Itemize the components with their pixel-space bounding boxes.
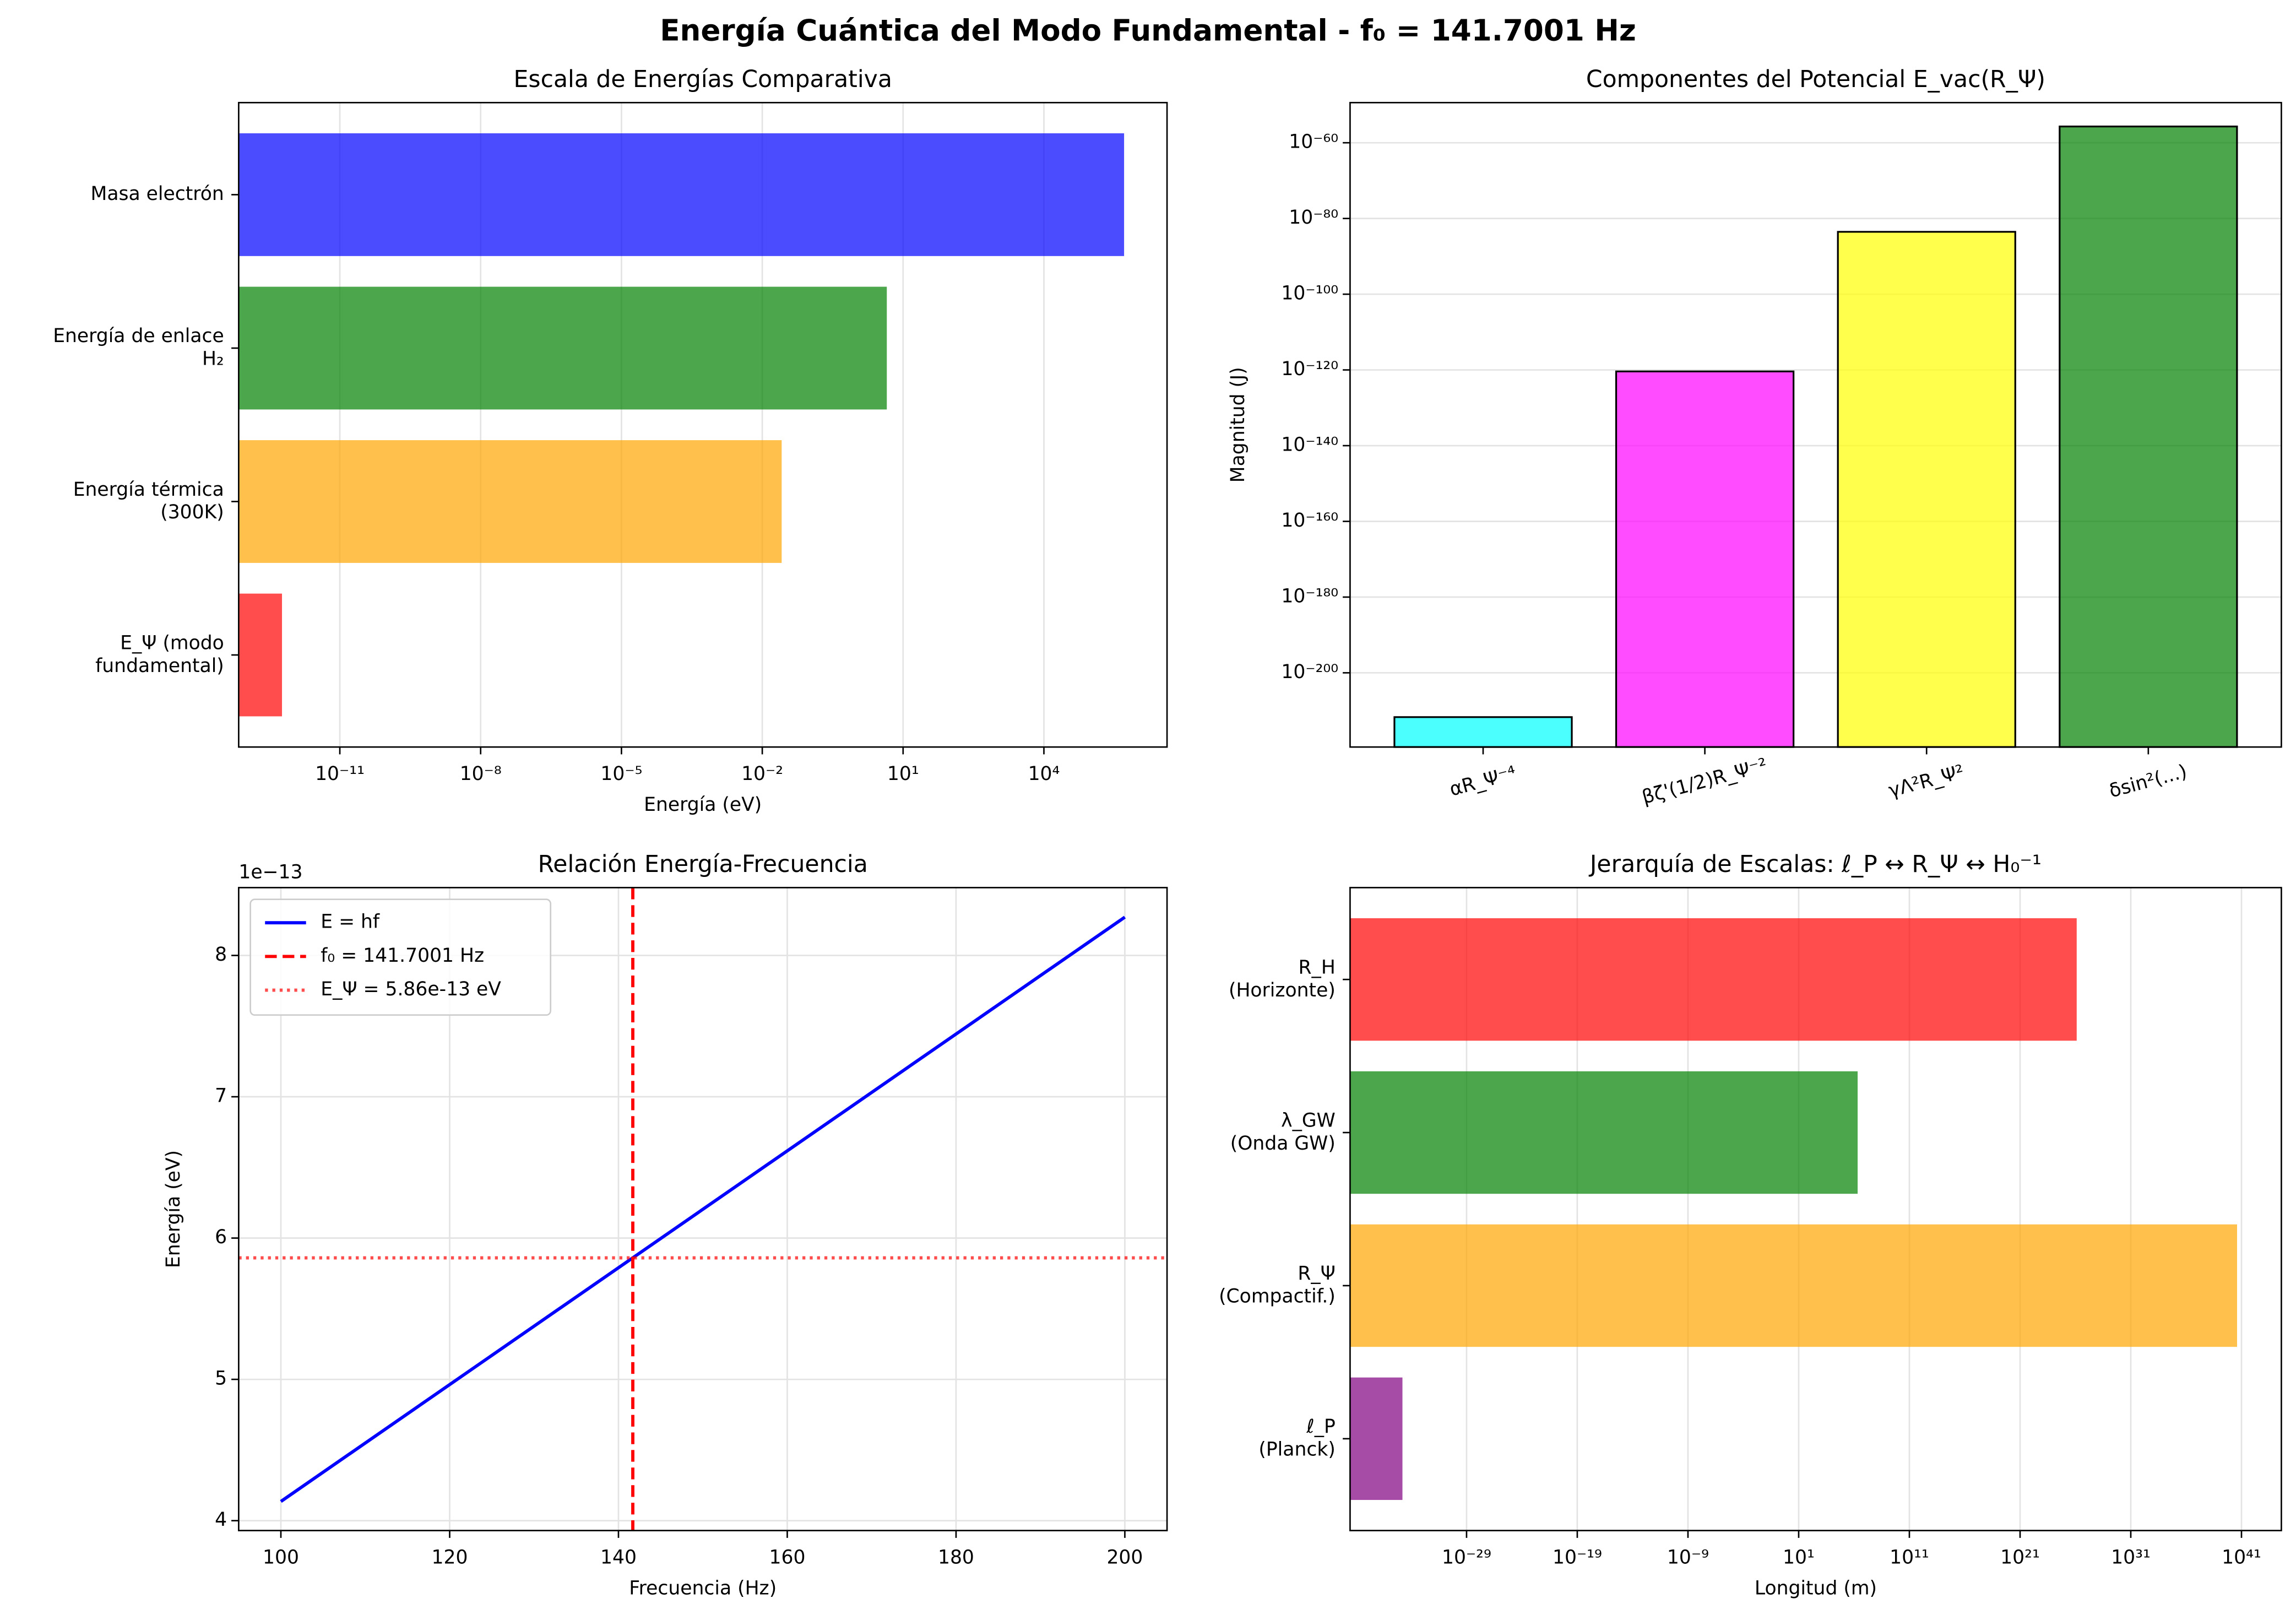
y-tick-label: 10⁻⁶⁰	[1289, 131, 1338, 153]
y-tick-label: 5	[215, 1368, 227, 1390]
y-tick-label: 6	[215, 1226, 227, 1248]
y-tick-label: 10⁻¹⁴⁰	[1281, 434, 1338, 456]
x-tick-label: 180	[938, 1547, 974, 1569]
y-tick-label: ℓ_P (Planck)	[1258, 1416, 1335, 1460]
y-tick-label: 8	[215, 944, 227, 966]
legend-label: E_Ψ = 5.86e-13 eV	[321, 978, 501, 1000]
x-axis-label: Frecuencia (Hz)	[629, 1577, 777, 1599]
axes-frame	[238, 887, 1168, 1531]
bar	[1393, 716, 1573, 748]
x-axis-label: Energía (eV)	[644, 794, 762, 816]
bar	[1350, 918, 2077, 1041]
x-tick-label: 10⁻⁸	[460, 763, 502, 785]
chart-title: Relación Energía-Frecuencia	[538, 851, 868, 878]
y-tick-label: 10⁻²⁰⁰	[1281, 661, 1338, 683]
y-tick-label: 10⁻⁸⁰	[1289, 207, 1338, 229]
x-tick-label: 10¹	[1783, 1547, 1815, 1569]
chart-title: Escala de Energías Comparativa	[514, 66, 892, 93]
chart-title: Jerarquía de Escalas: ℓ_P ↔ R_Ψ ↔ H₀⁻¹	[1588, 851, 2042, 878]
x-tick-label: 140	[600, 1547, 637, 1569]
x-tick-label: 10⁻²	[741, 763, 783, 785]
axes-frame	[1349, 101, 2282, 748]
axes-frame	[1349, 887, 2282, 1531]
x-tick-label: 100	[263, 1547, 299, 1569]
bar	[238, 440, 782, 563]
line-series	[280, 915, 1126, 1503]
bar	[1837, 231, 2016, 748]
x-tick-label: 10⁻⁹	[1667, 1547, 1709, 1569]
chart-title: Componentes del Potencial E_vac(R_Ψ)	[1586, 66, 2045, 93]
x-tick-label: 200	[1106, 1547, 1143, 1569]
axes-frame	[238, 101, 1168, 748]
y-tick-label: R_H (Horizonte)	[1229, 956, 1336, 1001]
y-tick-label: λ_GW (Onda GW)	[1230, 1109, 1336, 1154]
x-tick-label: 10¹	[887, 763, 919, 785]
x-tick-label: 10²¹	[2000, 1547, 2040, 1569]
bar	[1615, 370, 1795, 748]
y-axis-label: Magnitud (J)	[1227, 367, 1249, 483]
bar	[1350, 1071, 1858, 1194]
bar	[238, 593, 283, 717]
bar	[238, 286, 887, 410]
y-tick-label: Energía de enlace H₂	[53, 325, 224, 370]
bar	[1350, 1224, 2238, 1347]
legend-label: E = hf	[321, 911, 380, 933]
y-axis-label: Energía (eV)	[162, 1150, 184, 1268]
bar	[238, 133, 1125, 256]
legend-box	[249, 898, 552, 1016]
x-tick-label: 10³¹	[2111, 1547, 2151, 1569]
y-tick-label: 10⁻¹⁰⁰	[1281, 283, 1338, 305]
bar	[1350, 1377, 1403, 1500]
x-tick-label: 10⁻⁵	[600, 763, 642, 785]
y-tick-label: 7	[215, 1085, 227, 1107]
x-axis-label: Longitud (m)	[1755, 1577, 1877, 1599]
bar	[2059, 126, 2238, 748]
y-tick-label: E_Ψ (modo fundamental)	[95, 632, 224, 676]
x-tick-label: 10⁴	[1028, 763, 1060, 785]
y-tick-label: 4	[215, 1509, 227, 1531]
y-tick-label: R_Ψ (Compactif.)	[1219, 1263, 1336, 1307]
x-tick-label: 120	[432, 1547, 468, 1569]
x-tick-label: 10⁴¹	[2222, 1547, 2261, 1569]
x-tick-label: 10⁻¹⁹	[1553, 1547, 1602, 1569]
y-tick-label: 10⁻¹²⁰	[1281, 358, 1338, 380]
legend-label: f₀ = 141.7001 Hz	[321, 945, 484, 967]
x-tick-label: 10¹¹	[1890, 1547, 1929, 1569]
y-tick-label: 10⁻¹⁸⁰	[1281, 585, 1338, 607]
y-tick-label: Masa electrón	[91, 183, 224, 205]
y-tick-label: Energía térmica (300K)	[73, 478, 224, 523]
figure-title: Energía Cuántica del Modo Fundamental - …	[660, 13, 1636, 47]
x-tick-label: 10⁻¹¹	[315, 763, 365, 785]
y-offset-label: 1e−13	[238, 861, 302, 883]
x-tick-label: 10⁻²⁹	[1442, 1547, 1491, 1569]
y-tick-label: 10⁻¹⁶⁰	[1281, 510, 1338, 532]
x-tick-label: 160	[769, 1547, 805, 1569]
